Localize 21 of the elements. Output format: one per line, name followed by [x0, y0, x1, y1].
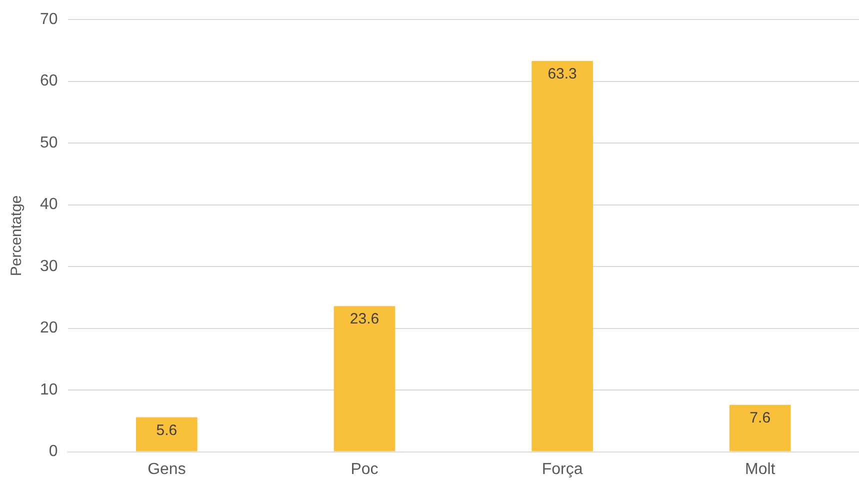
- data-label: 7.6: [750, 410, 771, 427]
- y-tick-label: 40: [40, 196, 58, 214]
- x-tick-label: Poc: [350, 460, 378, 478]
- data-label: 5.6: [156, 422, 178, 439]
- y-tick-label: 20: [40, 320, 58, 337]
- y-tick-label: 60: [40, 72, 58, 90]
- bar: [334, 306, 396, 452]
- x-tick-label: Molt: [744, 460, 776, 478]
- y-tick-label: 0: [48, 443, 58, 460]
- bar: [729, 404, 791, 452]
- data-label: 63.3: [548, 66, 577, 83]
- x-tick-label: Força: [542, 460, 583, 478]
- y-tick-label: 10: [40, 381, 58, 398]
- data-label: 23.6: [350, 310, 380, 328]
- y-tick-label: 70: [40, 11, 58, 28]
- x-tick-label: Gens: [148, 460, 186, 478]
- bar: [136, 417, 198, 452]
- y-tick-label: 30: [40, 258, 58, 275]
- y-tick-label: 50: [40, 134, 58, 152]
- y-axis-title: Percentatge: [8, 195, 26, 276]
- bar: [532, 60, 593, 452]
